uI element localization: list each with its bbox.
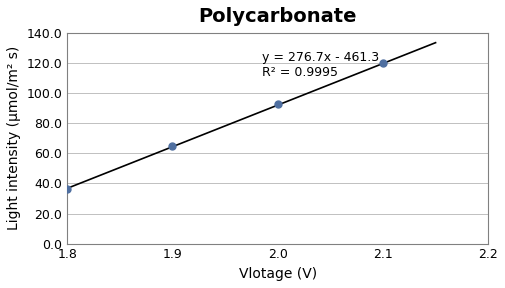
Y-axis label: Light intensity (μmol/m² s): Light intensity (μmol/m² s) <box>7 46 21 230</box>
X-axis label: Vlotage (V): Vlotage (V) <box>239 267 317 281</box>
Point <box>274 101 282 106</box>
Text: y = 276.7x - 461.3
R² = 0.9995: y = 276.7x - 461.3 R² = 0.9995 <box>262 51 379 79</box>
Title: Polycarbonate: Polycarbonate <box>198 7 357 26</box>
Point <box>63 187 71 192</box>
Point <box>169 143 177 148</box>
Point <box>379 61 387 65</box>
